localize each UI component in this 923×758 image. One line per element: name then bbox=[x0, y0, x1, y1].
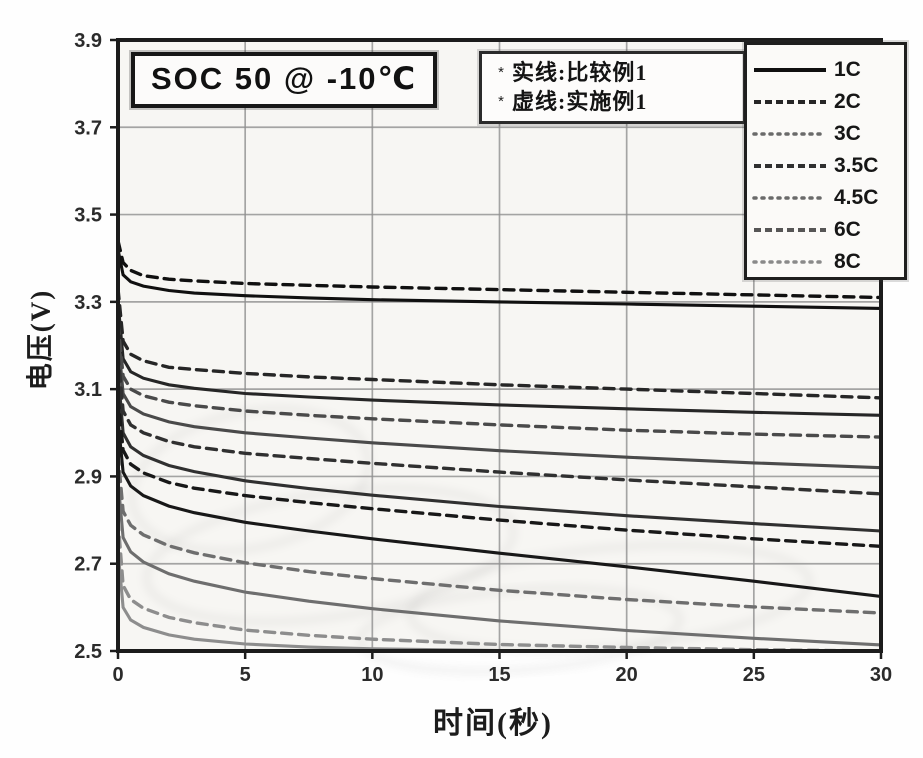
curve-2C-dashed bbox=[118, 287, 881, 400]
y-tick-label: 2.7 bbox=[74, 554, 102, 576]
note-solid-line-text: 实线:比较例1 bbox=[512, 60, 648, 85]
curve-3C-solid bbox=[118, 335, 881, 470]
legend-entry-4.5C: 4.5C bbox=[747, 182, 904, 214]
x-tick-label: 15 bbox=[488, 664, 510, 686]
legend-label: 1C bbox=[834, 58, 861, 81]
legend-line-sample-dashed bbox=[754, 228, 826, 232]
legend-entry-8C: 8C bbox=[747, 246, 904, 278]
y-tick-label: 3.7 bbox=[74, 117, 102, 139]
legend-entry-1C: 1C bbox=[747, 54, 904, 86]
x-tick-label: 20 bbox=[616, 664, 638, 686]
chart-title-box: SOC 50 @ -10℃ bbox=[131, 52, 438, 108]
y-tick-label: 3.5 bbox=[74, 205, 102, 227]
curve-1C-solid bbox=[118, 247, 881, 310]
legend-entry-3.5C: 3.5C bbox=[747, 150, 904, 182]
curve-3.5C-dashed bbox=[118, 352, 881, 496]
bullet-icon: * bbox=[498, 93, 504, 110]
curve-8C-dashed bbox=[118, 518, 881, 651]
legend-label: 4.5C bbox=[834, 186, 879, 209]
legend-box: 1C 2C 3C 3.5C 4.5C 6C 8C bbox=[744, 42, 907, 280]
scan-artifact bbox=[142, 483, 518, 627]
y-tick-label: 3.9 bbox=[74, 30, 102, 52]
legend-label: 3C bbox=[834, 122, 861, 145]
curve-3C-dashed bbox=[118, 322, 881, 439]
legend-label: 8C bbox=[834, 250, 861, 273]
legend-line-sample-dotted bbox=[752, 260, 828, 264]
legend-entry-2C: 2C bbox=[747, 86, 904, 118]
note-row-dashed: * 虚线:实施例1 bbox=[490, 87, 737, 116]
curve-4.5C-dashed bbox=[118, 396, 881, 548]
y-tick-label: 2.9 bbox=[74, 466, 102, 488]
curve-1C-dashed bbox=[118, 239, 881, 300]
legend-line-sample-dotted bbox=[752, 132, 828, 136]
legend-line-sample-solid bbox=[754, 68, 826, 72]
legend-label: 2C bbox=[834, 90, 861, 113]
legend-line-sample-dashed bbox=[754, 100, 826, 104]
series-group bbox=[118, 239, 881, 651]
x-tick-label: 30 bbox=[870, 664, 892, 686]
curve-2C-solid bbox=[118, 300, 881, 417]
note-row-solid: * 实线:比较例1 bbox=[490, 58, 737, 87]
legend-line-sample-dotted bbox=[752, 196, 828, 200]
legend-entry-3C: 3C bbox=[747, 118, 904, 150]
x-tick-label: 0 bbox=[112, 664, 123, 686]
curve-3.5C-solid bbox=[118, 370, 881, 533]
x-tick-label: 10 bbox=[361, 664, 383, 686]
scan-artifact bbox=[127, 404, 373, 556]
curve-8C-solid bbox=[118, 549, 881, 651]
x-tick-label: 5 bbox=[240, 664, 251, 686]
x-axis-label: 时间(秒) bbox=[433, 707, 553, 740]
legend-label: 3.5C bbox=[834, 154, 879, 177]
legend-label: 6C bbox=[834, 218, 861, 241]
y-axis-label: 电压(V) bbox=[25, 288, 56, 391]
line-style-note-box: * 实线:比较例1 * 虚线:实施例1 bbox=[479, 51, 746, 124]
chart-title: SOC 50 @ -10℃ bbox=[151, 61, 418, 96]
y-tick-label: 2.5 bbox=[74, 641, 102, 663]
note-dashed-line-text: 虚线:实施例1 bbox=[512, 89, 648, 114]
legend-entry-6C: 6C bbox=[747, 214, 904, 246]
y-tick-label: 3.3 bbox=[74, 292, 102, 314]
bullet-icon: * bbox=[498, 64, 504, 81]
curve-6C-solid bbox=[118, 479, 881, 647]
legend-line-sample-dashed bbox=[754, 164, 826, 168]
x-tick-label: 25 bbox=[743, 664, 765, 686]
y-tick-label: 3.1 bbox=[74, 379, 102, 401]
curve-4.5C-solid bbox=[118, 418, 881, 598]
curve-6C-dashed bbox=[118, 452, 881, 615]
